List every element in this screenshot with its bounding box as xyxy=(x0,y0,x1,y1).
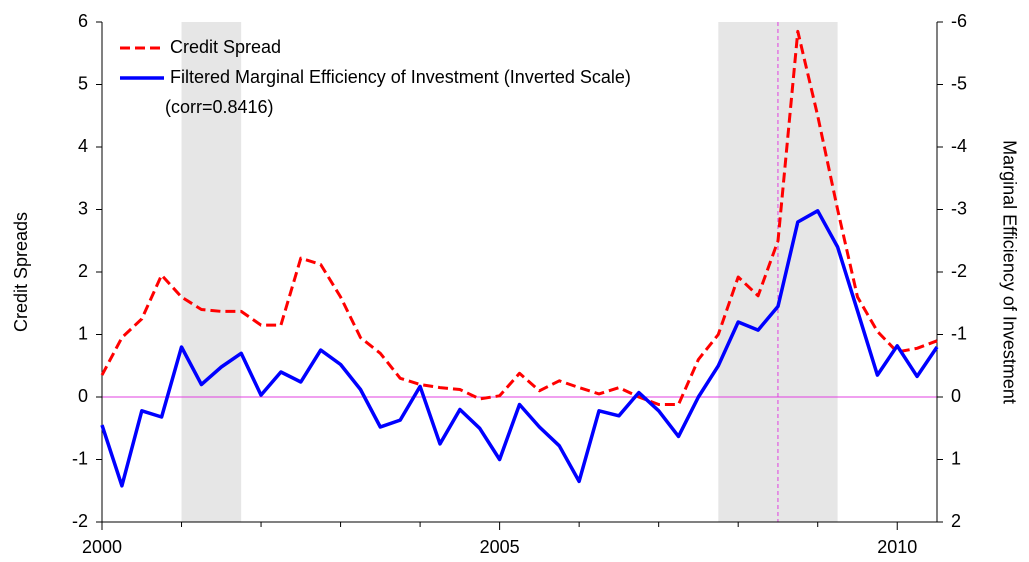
series-line xyxy=(100,209,939,488)
y2-tick-label: -6 xyxy=(951,11,967,31)
recession-band xyxy=(181,22,242,522)
y-tick-label: -1 xyxy=(72,448,88,468)
y-tick-label: 1 xyxy=(78,323,88,343)
y-tick-label: 3 xyxy=(78,198,88,218)
y-axis-label: Credit Spreads xyxy=(11,212,31,332)
x-tick-label: 2010 xyxy=(877,537,917,557)
y2-tick-label: -5 xyxy=(951,73,967,93)
y2-tick-label: -1 xyxy=(951,323,967,343)
legend-label: Credit Spread xyxy=(170,37,281,57)
y-tick-label: 2 xyxy=(78,261,88,281)
y-tick-label: 6 xyxy=(78,11,88,31)
y2-tick-label: 1 xyxy=(951,448,961,468)
legend-label: Filtered Marginal Efficiency of Investme… xyxy=(170,67,631,87)
y-tick-label: -2 xyxy=(72,511,88,531)
y-tick-label: 5 xyxy=(78,73,88,93)
series-line xyxy=(100,29,938,406)
y2-tick-label: -3 xyxy=(951,198,967,218)
y2-tick-label: -4 xyxy=(951,136,967,156)
y2-tick-label: -2 xyxy=(951,261,967,281)
recession-band xyxy=(718,22,838,522)
y-tick-label: 4 xyxy=(78,136,88,156)
y2-axis-label: Marginal Efficiency of Investment xyxy=(999,140,1019,404)
y2-tick-label: 0 xyxy=(951,386,961,406)
x-tick-label: 2000 xyxy=(82,537,122,557)
y2-tick-label: 2 xyxy=(951,511,961,531)
annotation: (corr=0.8416) xyxy=(165,97,274,117)
y-tick-label: 0 xyxy=(78,386,88,406)
x-tick-label: 2005 xyxy=(480,537,520,557)
